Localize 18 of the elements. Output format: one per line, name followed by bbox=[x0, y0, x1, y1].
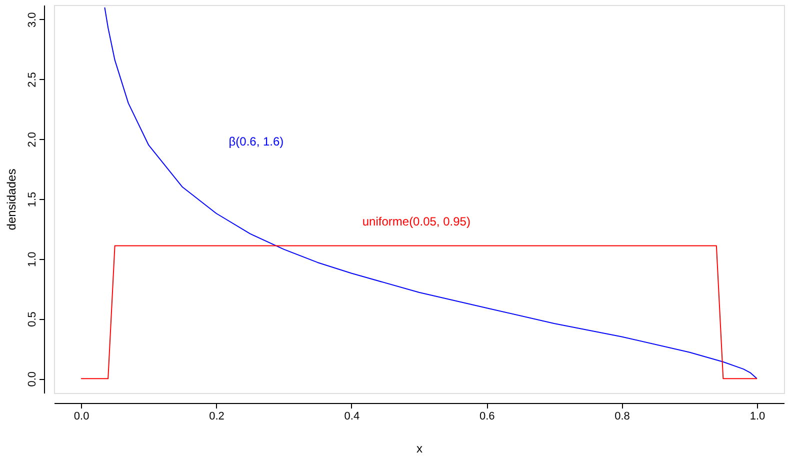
x-tick-label: 0.2 bbox=[209, 410, 224, 422]
x-tick-label: 0.6 bbox=[479, 410, 495, 422]
x-tick-label: 0.4 bbox=[344, 410, 360, 422]
text: β(0.6, 1.6) bbox=[228, 134, 284, 148]
x-tick-label: 0.8 bbox=[614, 410, 630, 422]
line-series bbox=[104, 6, 758, 380]
x-tick-label: 0.0 bbox=[74, 410, 90, 422]
y-tick-label: 0.0 bbox=[26, 371, 38, 387]
x-tick-label: 1.0 bbox=[750, 410, 766, 422]
y-tick-label: 2.5 bbox=[26, 72, 38, 88]
series-label: uniforme(0.05, 0.95) bbox=[362, 214, 470, 229]
x-axis-title: x bbox=[416, 442, 422, 456]
y-tick-label: 0.5 bbox=[26, 312, 38, 327]
y-tick-label: 1.5 bbox=[26, 192, 38, 208]
y-tick-label: 1.0 bbox=[26, 252, 38, 268]
y-axis-title: densidades bbox=[4, 168, 18, 230]
y-tick-label: 2.0 bbox=[26, 132, 38, 148]
y-tick-label: 3.0 bbox=[26, 12, 38, 28]
